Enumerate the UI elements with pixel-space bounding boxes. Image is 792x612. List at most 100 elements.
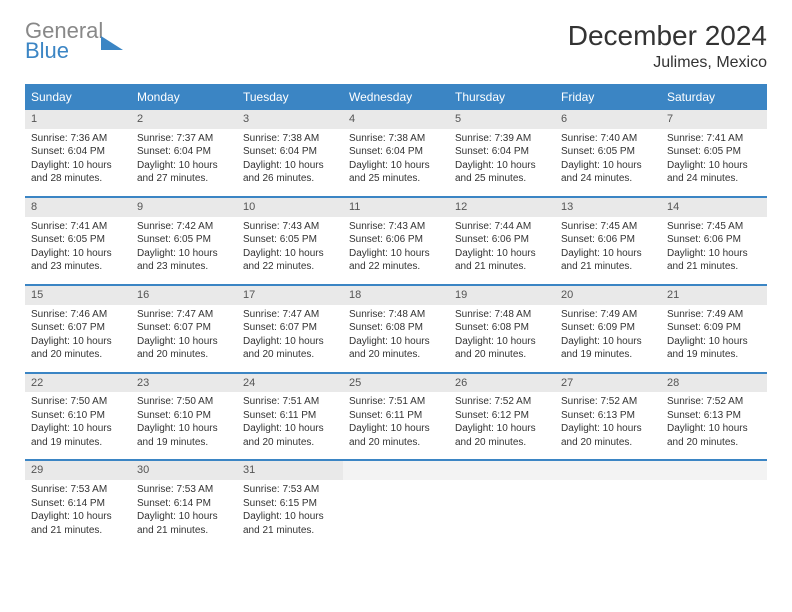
day-number-row: 293031 [25, 460, 767, 480]
sunrise-text: Sunrise: 7:39 AM [455, 132, 549, 146]
daylight-text: Daylight: 10 hours and 20 minutes. [455, 335, 549, 362]
day-detail-cell [343, 480, 449, 547]
sunrise-text: Sunrise: 7:53 AM [31, 483, 125, 497]
sunrise-text: Sunrise: 7:47 AM [137, 308, 231, 322]
sunrise-text: Sunrise: 7:45 AM [667, 220, 761, 234]
sunrise-text: Sunrise: 7:52 AM [561, 395, 655, 409]
weekday-header: Saturday [661, 85, 767, 109]
daylight-text: Daylight: 10 hours and 28 minutes. [31, 159, 125, 186]
day-detail-cell: Sunrise: 7:36 AMSunset: 6:04 PMDaylight:… [25, 129, 131, 197]
sunrise-text: Sunrise: 7:51 AM [243, 395, 337, 409]
sunrise-text: Sunrise: 7:53 AM [137, 483, 231, 497]
day-number-cell: 16 [131, 285, 237, 305]
sunset-text: Sunset: 6:05 PM [561, 145, 655, 159]
logo: General Blue [25, 20, 123, 62]
daylight-text: Daylight: 10 hours and 20 minutes. [667, 422, 761, 449]
day-detail-row: Sunrise: 7:41 AMSunset: 6:05 PM Daylight:… [25, 217, 767, 285]
sunset-text: Sunset: 6:04 PM [243, 145, 337, 159]
day-number-cell: 7 [661, 109, 767, 129]
sunrise-text: Sunrise: 7:43 AM [243, 220, 337, 234]
day-number-cell: 11 [343, 197, 449, 217]
day-detail-cell: Sunrise: 7:51 AMSunset: 6:11 PMDaylight:… [343, 392, 449, 460]
day-number-cell: 20 [555, 285, 661, 305]
daylight-text: Daylight: 10 hours and 21 minutes. [667, 247, 761, 274]
day-number-cell: 23 [131, 373, 237, 393]
day-number-row: 891011121314 [25, 197, 767, 217]
day-number-cell: 25 [343, 373, 449, 393]
day-detail-cell: Sunrise: 7:40 AMSunset: 6:05 PMDaylight:… [555, 129, 661, 197]
day-number-cell: 26 [449, 373, 555, 393]
day-number-cell: 22 [25, 373, 131, 393]
daylight-text: Daylight: 10 hours and 20 minutes. [455, 422, 549, 449]
daylight-text: Daylight: 10 hours and 20 minutes. [137, 335, 231, 362]
day-detail-cell: Sunrise: 7:53 AMSunset: 6:15 PMDaylight:… [237, 480, 343, 547]
day-detail-cell: Sunrise: 7:47 AMSunset: 6:07 PMDaylight:… [237, 305, 343, 373]
sunrise-text: Sunrise: 7:40 AM [561, 132, 655, 146]
day-detail-cell: Sunrise: 7:53 AMSunset: 6:14 PMDaylight:… [25, 480, 131, 547]
sunrise-text: Sunrise: 7:45 AM [561, 220, 655, 234]
daylight-text: Daylight: 10 hours and 20 minutes. [349, 335, 443, 362]
sunrise-text: Sunrise: 7:50 AM [31, 395, 125, 409]
sunrise-text: Sunrise: 7:41 AM [31, 220, 125, 234]
day-detail-cell: Sunrise: 7:41 AMSunset: 6:05 PMDaylight:… [661, 129, 767, 197]
sunset-text: Sunset: 6:12 PM [455, 409, 549, 423]
sunset-text: Sunset: 6:07 PM [137, 321, 231, 335]
day-detail-cell: Sunrise: 7:43 AMSunset: 6:06 PMDaylight:… [343, 217, 449, 285]
daylight-text: Daylight: 10 hours and 20 minutes. [31, 335, 125, 362]
logo-line2: Blue [25, 40, 103, 62]
day-detail-cell: Sunrise: 7:50 AMSunset: 6:10 PMDaylight:… [25, 392, 131, 460]
sunrise-text: Sunrise: 7:38 AM [349, 132, 443, 146]
day-number-cell: 24 [237, 373, 343, 393]
day-number-cell: 14 [661, 197, 767, 217]
sunrise-text: Sunrise: 7:42 AM [137, 220, 231, 234]
day-number-cell: 8 [25, 197, 131, 217]
sunset-text: Sunset: 6:13 PM [667, 409, 761, 423]
sunset-text: Sunset: 6:04 PM [455, 145, 549, 159]
sunset-text: Sunset: 6:06 PM [455, 233, 549, 247]
day-number-cell: 31 [237, 460, 343, 480]
sunset-text: Sunset: 6:05 PM [31, 233, 125, 247]
day-number-cell: 18 [343, 285, 449, 305]
sunrise-text: Sunrise: 7:49 AM [667, 308, 761, 322]
daylight-text: Daylight: 10 hours and 19 minutes. [137, 422, 231, 449]
day-number-cell: 13 [555, 197, 661, 217]
day-number-cell: 10 [237, 197, 343, 217]
day-detail-cell: Sunrise: 7:51 AMSunset: 6:11 PMDaylight:… [237, 392, 343, 460]
day-detail-cell: Sunrise: 7:41 AMSunset: 6:05 PMDaylight:… [25, 217, 131, 285]
day-number-cell: 27 [555, 373, 661, 393]
logo-text: General Blue [25, 20, 103, 62]
sunrise-text: Sunrise: 7:49 AM [561, 308, 655, 322]
day-detail-row: Sunrise: 7:50 AMSunset: 6:10 PMDaylight:… [25, 392, 767, 460]
weekday-header: Monday [131, 85, 237, 109]
daylight-text: Daylight: 10 hours and 23 minutes. [137, 247, 231, 274]
day-number-cell [343, 460, 449, 480]
daylight-text: Daylight: 10 hours and 21 minutes. [561, 247, 655, 274]
daylight-text: Daylight: 10 hours and 21 minutes. [455, 247, 549, 274]
sunset-text: Sunset: 6:11 PM [243, 409, 337, 423]
day-detail-cell: Sunrise: 7:39 AMSunset: 6:04 PMDaylight:… [449, 129, 555, 197]
daylight-text: Daylight: 10 hours and 21 minutes. [31, 510, 125, 537]
weekday-header: Wednesday [343, 85, 449, 109]
day-detail-row: Sunrise: 7:46 AMSunset: 6:07 PMDaylight:… [25, 305, 767, 373]
header: General Blue December 2024 Julimes, Mexi… [25, 20, 767, 72]
day-number-cell: 15 [25, 285, 131, 305]
calendar-table: Sunday Monday Tuesday Wednesday Thursday… [25, 84, 767, 547]
day-number-cell: 9 [131, 197, 237, 217]
day-number-cell: 29 [25, 460, 131, 480]
title-block: December 2024 Julimes, Mexico [568, 20, 767, 72]
sunrise-text: Sunrise: 7:52 AM [667, 395, 761, 409]
sunset-text: Sunset: 6:08 PM [455, 321, 549, 335]
day-detail-cell: Sunrise: 7:48 AMSunset: 6:08 PMDaylight:… [343, 305, 449, 373]
day-number-cell [555, 460, 661, 480]
sunrise-text: Sunrise: 7:44 AM [455, 220, 549, 234]
day-detail-cell: Sunrise: 7:46 AMSunset: 6:07 PMDaylight:… [25, 305, 131, 373]
month-title: December 2024 [568, 20, 767, 52]
day-detail-cell [449, 480, 555, 547]
day-number-cell: 19 [449, 285, 555, 305]
sunset-text: Sunset: 6:15 PM [243, 497, 337, 511]
day-number-cell: 12 [449, 197, 555, 217]
sunset-text: Sunset: 6:14 PM [137, 497, 231, 511]
day-number-cell: 3 [237, 109, 343, 129]
day-detail-cell: Sunrise: 7:37 AMSunset: 6:04 PMDaylight:… [131, 129, 237, 197]
sunrise-text: Sunrise: 7:43 AM [349, 220, 443, 234]
